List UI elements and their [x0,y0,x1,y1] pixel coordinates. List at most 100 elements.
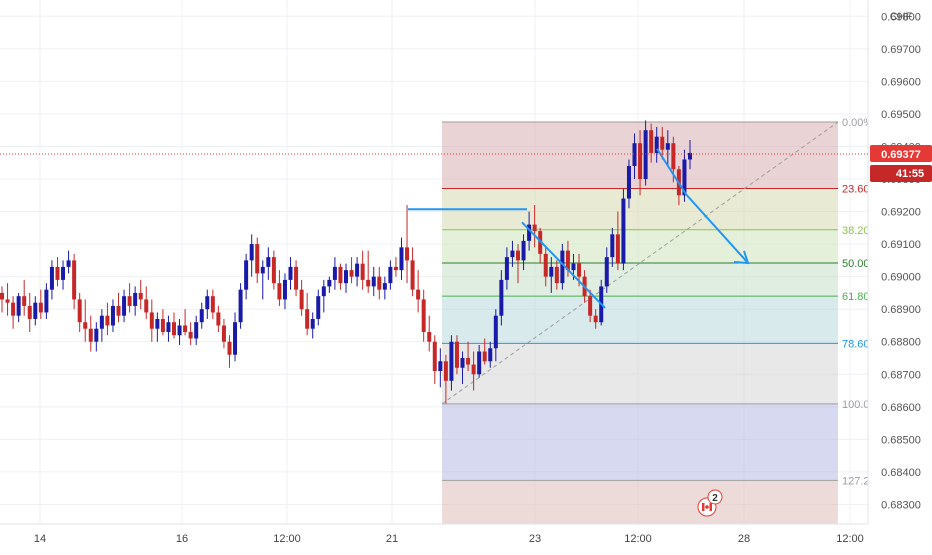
candle [632,133,637,180]
candle [249,234,254,277]
candle [11,296,16,329]
candle [105,302,110,336]
candle [482,338,487,365]
candle [471,351,476,391]
candle [549,257,554,293]
candle [33,296,38,326]
candle [388,260,393,290]
candle [127,283,132,313]
candle [5,283,10,316]
candle [427,315,432,352]
candle [554,260,559,290]
candle [210,289,215,319]
y-tick-label: 0.68700 [881,369,921,381]
candle [160,309,165,336]
candle [183,309,188,336]
candle [349,257,354,284]
x-tick-label: 23 [529,533,541,545]
candle [377,266,382,300]
candle [94,322,99,352]
candle [626,159,631,209]
y-tick-label: 0.68400 [881,467,921,479]
fibonacci-retracement[interactable]: 0.00%23.60%38.20%50.00%61.80%78.60%100.0… [441,117,886,524]
candle [454,335,459,375]
candle [277,270,282,306]
candle [610,227,615,267]
candle [405,205,410,284]
candle [133,286,138,316]
candle [332,257,337,290]
candle [310,312,315,339]
candle [366,250,371,293]
current-price-value: 0.69377 [881,149,921,161]
y-tick-label: 0.68600 [881,402,921,414]
candlestick-series [0,120,692,404]
candle [360,250,365,290]
candle [77,292,82,332]
candle [604,247,609,293]
candle [233,312,238,362]
candle [299,279,304,316]
candle [205,289,210,319]
candle [55,257,60,287]
candle [460,351,465,385]
candle [421,289,426,342]
candle [327,276,332,293]
fib-zone [442,343,838,404]
candle [116,292,121,323]
candle [532,205,537,248]
candle [560,244,565,290]
candle [188,322,193,345]
y-tick-label: 0.69800 [881,11,921,23]
candle [355,257,360,287]
price-tags: 0.69377 41:55 [0,144,932,182]
event-markers[interactable]: 2 [697,489,723,517]
candle [238,283,243,329]
y-tick-label: 0.68500 [881,434,921,446]
candle [665,130,670,166]
candle [244,253,249,300]
price-axis[interactable]: CHF 0.698000.697000.696000.695000.694000… [867,0,932,550]
candle [371,266,376,297]
candle [260,260,265,300]
candle [38,289,43,319]
y-tick-label: 0.69600 [881,76,921,88]
candle [493,309,498,362]
candle [643,120,648,186]
current-price-tag [870,144,932,162]
y-tick-label: 0.69500 [881,109,921,121]
candle [294,260,299,297]
candle [593,309,598,329]
arrow-head [733,250,750,265]
candle [477,344,482,378]
candle [305,292,310,336]
candle [172,312,176,339]
candle [638,130,643,196]
candle [382,276,387,300]
event-count-badge: 2 [707,489,723,505]
candle [66,250,71,274]
candle [255,237,260,284]
candle [49,260,54,300]
candle [216,305,221,332]
candle [527,211,532,251]
candle [344,263,348,293]
projection-leg-1[interactable] [521,221,606,309]
projection-path[interactable] [656,148,749,264]
currency-label: CHF [890,11,913,23]
fib-zone [442,480,838,524]
candle [27,292,32,332]
candle [122,289,127,323]
trend-drawings[interactable] [408,148,750,309]
candle [410,247,415,297]
x-tick-label: 28 [738,533,750,545]
candle [155,312,160,342]
svg-text:2: 2 [712,493,718,504]
x-tick-label: 14 [34,533,46,545]
x-tick-label: 12:00 [836,533,864,545]
time-axis[interactable]: 14 16 12:00 21 23 12:00 28 12:00 [0,523,932,550]
y-tick-label: 0.69100 [881,239,921,251]
bar-countdown-tag [870,164,932,182]
